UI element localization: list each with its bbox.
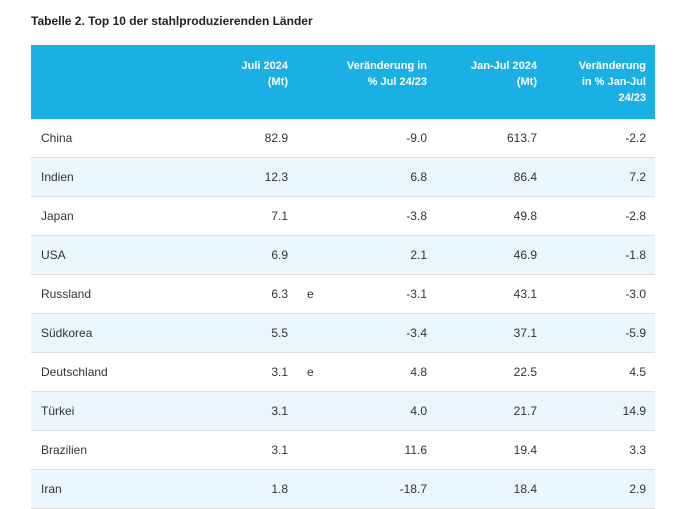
table-row: Deutschland 3.1 e 4.8 22.5 4.5 [31, 353, 655, 392]
cell-country: USA [41, 248, 66, 262]
cell-jan-jul-2024: 46.9 [513, 248, 537, 262]
steel-production-table: Juli 2024 (Mt) Veränderung in % Jul 24/2… [31, 45, 655, 509]
table-row: Brazilien 3.1 11.6 19.4 3.3 [31, 431, 655, 470]
cell-estimate-flag: e [307, 287, 314, 301]
cell-veraenderung-jan-jul: 14.9 [622, 404, 646, 418]
cell-veraenderung-jan-jul: -2.2 [625, 131, 646, 145]
table-row: Indien 12.3 6.8 86.4 7.2 [31, 158, 655, 197]
cell-juli-2024: 5.5 [271, 326, 288, 340]
table-caption: Tabelle 2. Top 10 der stahlproduzierende… [31, 14, 313, 28]
cell-juli-2024: 3.1 [271, 404, 288, 418]
cell-veraenderung-jul: -3.8 [406, 209, 427, 223]
cell-country: Türkei [41, 404, 75, 418]
table-row: USA 6.9 2.1 46.9 -1.8 [31, 236, 655, 275]
cell-veraenderung-jan-jul: 2.9 [629, 482, 646, 496]
table-row: Südkorea 5.5 -3.4 37.1 -5.9 [31, 314, 655, 353]
cell-country: Iran [41, 482, 62, 496]
cell-country: Indien [41, 170, 74, 184]
header-veraenderung-jan-jul: Veränderung in % Jan-Jul 24/23 [578, 60, 646, 104]
cell-veraenderung-jan-jul: -2.8 [625, 209, 646, 223]
cell-jan-jul-2024: 22.5 [513, 365, 537, 379]
cell-veraenderung-jul: 6.8 [410, 170, 427, 184]
cell-jan-jul-2024: 86.4 [513, 170, 537, 184]
table-row: Russland 6.3 e -3.1 43.1 -3.0 [31, 275, 655, 314]
cell-country: Brazilien [41, 443, 88, 457]
table-row: Türkei 3.1 4.0 21.7 14.9 [31, 392, 655, 431]
cell-veraenderung-jan-jul: 4.5 [629, 365, 646, 379]
cell-veraenderung-jan-jul: -3.0 [625, 287, 646, 301]
cell-estimate-flag: e [307, 365, 314, 379]
cell-juli-2024: 1.8 [271, 482, 288, 496]
cell-jan-jul-2024: 19.4 [513, 443, 537, 457]
cell-jan-jul-2024: 21.7 [513, 404, 537, 418]
cell-juli-2024: 6.3 [271, 287, 288, 301]
cell-juli-2024: 3.1 [271, 365, 288, 379]
cell-jan-jul-2024: 49.8 [513, 209, 537, 223]
cell-veraenderung-jan-jul: 3.3 [629, 443, 646, 457]
cell-jan-jul-2024: 18.4 [513, 482, 537, 496]
cell-juli-2024: 7.1 [271, 209, 288, 223]
cell-country: Deutschland [41, 365, 108, 379]
cell-juli-2024: 12.3 [264, 170, 288, 184]
cell-veraenderung-jul: 4.8 [410, 365, 427, 379]
header-juli-2024: Juli 2024 (Mt) [241, 60, 288, 88]
header-veraenderung-jul: Veränderung in % Jul 24/23 [346, 60, 427, 88]
cell-veraenderung-jul: 4.0 [410, 404, 427, 418]
cell-jan-jul-2024: 613.7 [506, 131, 537, 145]
cell-veraenderung-jan-jul: -5.9 [625, 326, 646, 340]
cell-veraenderung-jul: 11.6 [404, 443, 427, 457]
cell-country: Russland [41, 287, 92, 301]
cell-country: China [41, 131, 73, 145]
cell-juli-2024: 6.9 [271, 248, 288, 262]
table-body: China 82.9 -9.0 613.7 -2.2 Indien 12.3 6.8 86.4 7… [31, 119, 655, 509]
cell-veraenderung-jan-jul: 7.2 [629, 170, 646, 184]
table-row: Japan 7.1 -3.8 49.8 -2.8 [31, 197, 655, 236]
table-row: Iran 1.8 -18.7 18.4 2.9 [31, 470, 655, 509]
cell-country: Südkorea [41, 326, 93, 340]
cell-juli-2024: 3.1 [271, 443, 288, 457]
table-header: Juli 2024 (Mt) Veränderung in % Jul 24/2… [31, 45, 655, 119]
cell-jan-jul-2024: 37.1 [513, 326, 537, 340]
cell-veraenderung-jul: 2.1 [410, 248, 427, 262]
cell-veraenderung-jan-jul: -1.8 [625, 248, 646, 262]
table-row: China 82.9 -9.0 613.7 -2.2 [31, 119, 655, 158]
cell-jan-jul-2024: 43.1 [513, 287, 537, 301]
cell-veraenderung-jul: -3.1 [406, 287, 427, 301]
cell-juli-2024: 82.9 [264, 131, 288, 145]
cell-country: Japan [41, 209, 74, 223]
cell-veraenderung-jul: -3.4 [406, 326, 427, 340]
cell-veraenderung-jul: -9.0 [406, 131, 427, 145]
header-jan-jul-2024: Jan-Jul 2024 (Mt) [470, 60, 537, 88]
cell-veraenderung-jul: -18.7 [399, 482, 427, 496]
